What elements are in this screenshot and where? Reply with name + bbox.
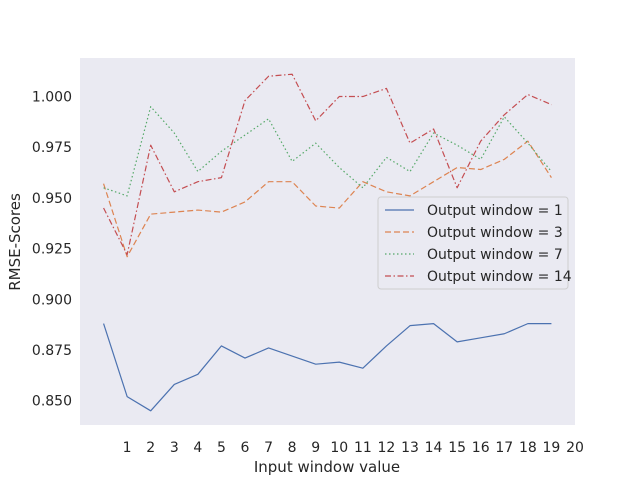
series-line-3: [103, 106, 552, 197]
series-line-1: [102, 323, 552, 412]
legend-items: Output window = 1 Output window = 3 Output…: [385, 203, 572, 285]
x-tick-label: 9: [311, 440, 320, 456]
x-tick-labels: 1 2 3 4 5 6 7 8 9 10 11 12 13 14 15 16 17 18 19 20: [123, 440, 584, 456]
legend-label-1: Output window = 1: [427, 203, 563, 219]
y-tick-label: 1.000: [32, 90, 72, 106]
x-tick-label: 16: [472, 440, 490, 456]
x-tick-label: 8: [288, 440, 297, 456]
x-tick-label: 19: [543, 440, 561, 456]
legend-label-2: Output window = 3: [427, 225, 563, 241]
legend-label-3: Output window = 7: [427, 247, 563, 263]
x-tick-label: 7: [264, 440, 273, 456]
y-tick-label: 0.950: [32, 191, 72, 207]
x-axis-label: Input window value: [254, 458, 400, 476]
y-tick-label: 0.975: [32, 140, 72, 156]
x-tick-label: 6: [241, 440, 250, 456]
y-tick-label: 0.900: [32, 292, 72, 308]
legend-box: [377, 196, 569, 290]
x-tick-label: 14: [425, 440, 443, 456]
x-tick-label: 11: [354, 440, 372, 456]
y-axis-label: RMSE-Scores: [6, 193, 24, 291]
y-tick-label: 0.875: [32, 343, 72, 359]
x-tick-label: 1: [123, 440, 132, 456]
series-layer: [102, 73, 552, 412]
y-tick-labels: 0.850 0.875 0.900 0.925 0.950 0.975 1.000: [32, 90, 72, 410]
y-tick-label: 0.850: [32, 394, 72, 410]
x-tick-label: 10: [330, 440, 348, 456]
x-tick-label: 15: [448, 440, 466, 456]
x-tick-label: 17: [495, 440, 513, 456]
legend: Output window = 1 Output window = 3 Output…: [377, 196, 572, 290]
x-tick-label: 4: [193, 440, 202, 456]
y-tick-label: 0.925: [32, 242, 72, 258]
x-tick-label: 20: [566, 440, 584, 456]
x-tick-label: 2: [146, 440, 155, 456]
x-tick-label: 18: [519, 440, 537, 456]
x-tick-label: 5: [217, 440, 226, 456]
x-tick-label: 12: [378, 440, 396, 456]
x-tick-label: 13: [401, 440, 419, 456]
x-tick-label: 3: [170, 440, 179, 456]
legend-label-4: Output window = 14: [427, 269, 572, 285]
